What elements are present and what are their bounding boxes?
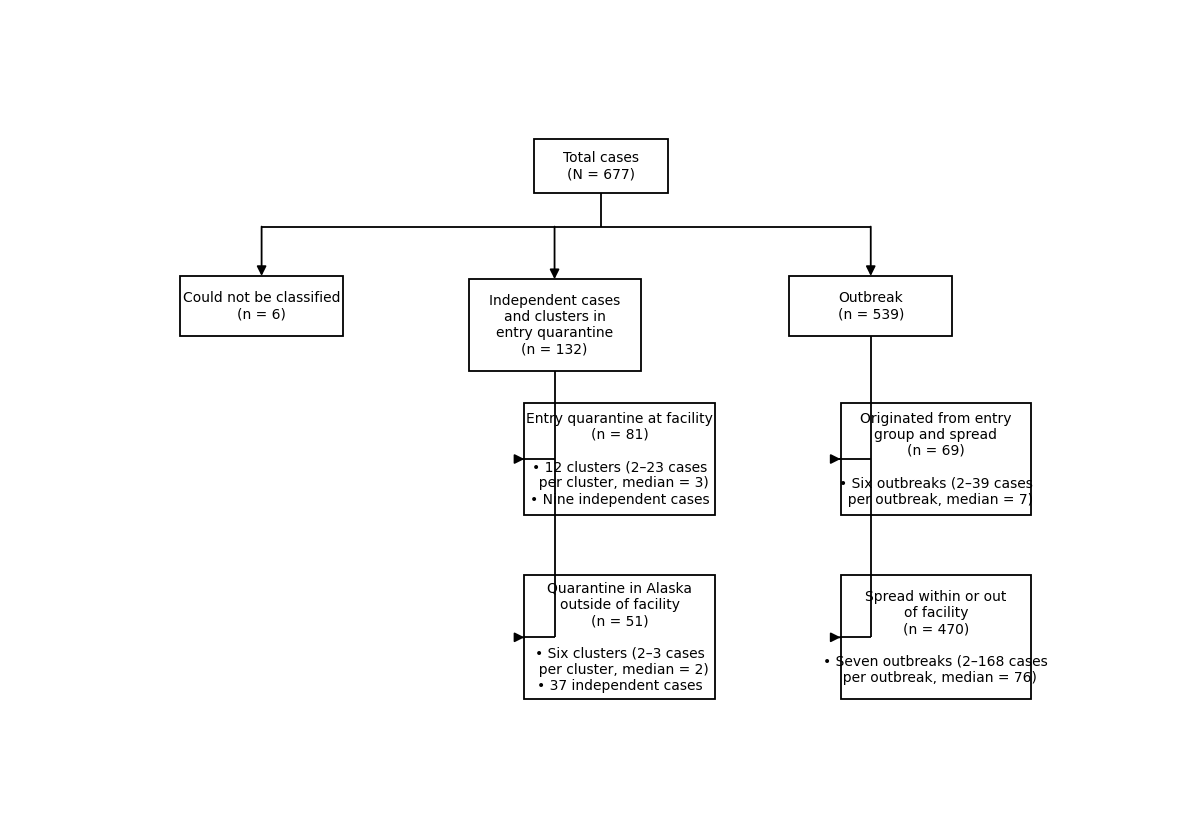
- FancyBboxPatch shape: [524, 404, 715, 514]
- Text: Quarantine in Alaska
outside of facility
(n = 51)

• Six clusters (2–3 cases
  p: Quarantine in Alaska outside of facility…: [530, 581, 709, 693]
- FancyBboxPatch shape: [840, 576, 1031, 700]
- FancyBboxPatch shape: [524, 576, 715, 700]
- Text: Outbreak
(n = 539): Outbreak (n = 539): [838, 291, 904, 322]
- Text: Total cases
(N = 677): Total cases (N = 677): [563, 151, 640, 181]
- FancyBboxPatch shape: [534, 139, 668, 194]
- FancyBboxPatch shape: [468, 280, 641, 371]
- FancyBboxPatch shape: [790, 276, 952, 337]
- Text: Spread within or out
of facility
(n = 470)

• Seven outbreaks (2–168 cases
  per: Spread within or out of facility (n = 47…: [823, 590, 1049, 685]
- FancyBboxPatch shape: [180, 276, 343, 337]
- FancyBboxPatch shape: [840, 404, 1031, 514]
- Text: Entry quarantine at facility
(n = 81)

• 12 clusters (2–23 cases
  per cluster, : Entry quarantine at facility (n = 81) • …: [527, 412, 713, 506]
- Text: Could not be classified
(n = 6): Could not be classified (n = 6): [182, 291, 341, 322]
- Text: Originated from entry
group and spread
(n = 69)

• Six outbreaks (2–39 cases
  p: Originated from entry group and spread (…: [839, 412, 1033, 506]
- Text: Independent cases
and clusters in
entry quarantine
(n = 132): Independent cases and clusters in entry …: [488, 294, 620, 356]
